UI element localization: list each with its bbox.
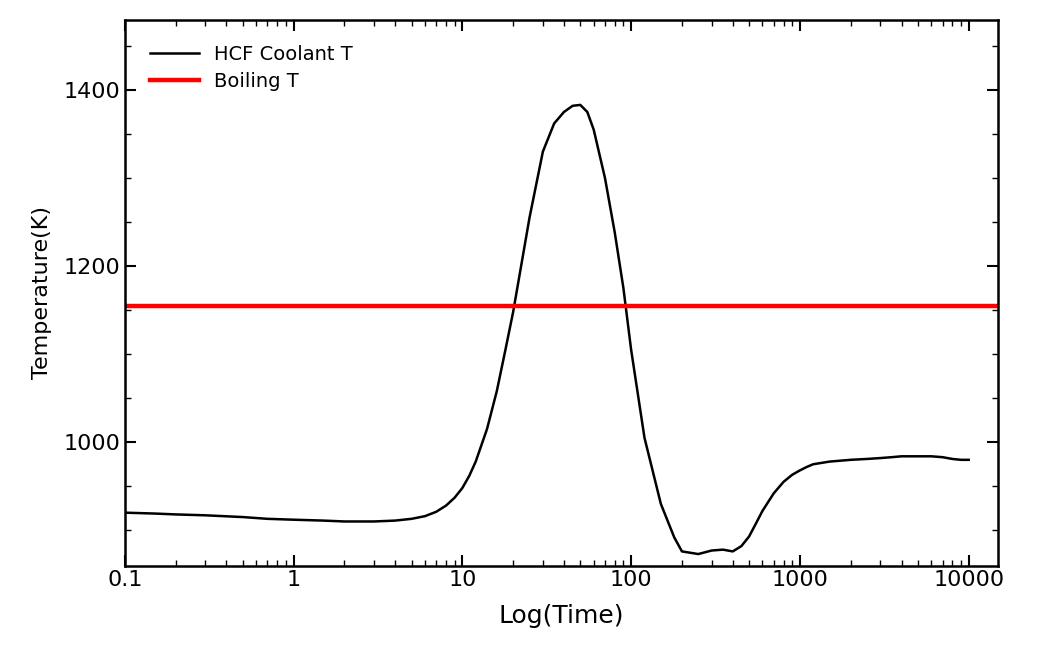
Legend: HCF Coolant T, Boiling T: HCF Coolant T, Boiling T bbox=[134, 29, 368, 106]
HCF Coolant T bbox=[625, 346, 638, 354]
HCF Coolant T bbox=[119, 509, 131, 517]
HCF Coolant T bbox=[567, 102, 579, 110]
HCF Coolant T bbox=[692, 550, 704, 558]
X-axis label: Log(Time): Log(Time) bbox=[499, 604, 624, 629]
HCF Coolant T bbox=[946, 455, 959, 463]
HCF Coolant T bbox=[962, 456, 974, 463]
Y-axis label: Temperature(K): Temperature(K) bbox=[32, 206, 52, 379]
HCF Coolant T bbox=[574, 101, 587, 109]
HCF Coolant T bbox=[885, 453, 898, 461]
Boiling T bbox=[287, 302, 300, 309]
Line: HCF Coolant T: HCF Coolant T bbox=[125, 105, 968, 554]
HCF Coolant T bbox=[480, 425, 493, 433]
HCF Coolant T bbox=[448, 494, 461, 502]
